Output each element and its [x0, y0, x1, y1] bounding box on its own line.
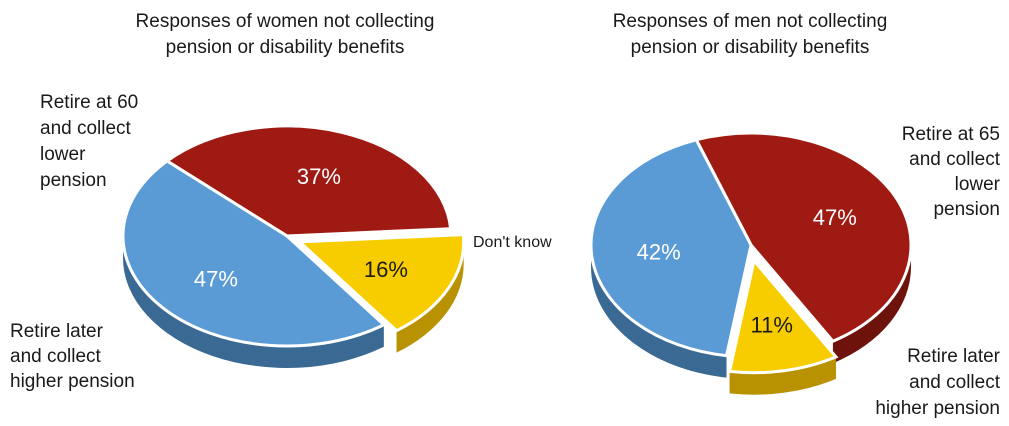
- slice-side-2: [123, 236, 384, 368]
- men-label-retire-later-line-3: higher pension: [875, 398, 1000, 419]
- slice-value-label-2: 42%: [637, 239, 681, 264]
- women-pie-chart: Responses of women not collecting pensio…: [10, 11, 466, 392]
- men-label-retire-later-line-1: Retire later: [907, 346, 1001, 367]
- men-label-retire-65-line-2: and collect: [909, 149, 1001, 170]
- pie-slice-1: [296, 233, 466, 333]
- slice-value-label-0: 47%: [813, 205, 857, 230]
- men-label-retire-later-line-2: and collect: [909, 372, 1001, 393]
- women-label-retire-60-line-1: Retire at 60: [40, 92, 138, 113]
- men-label-retire-65-line-4: pension: [933, 199, 1000, 220]
- women-chart-title-line-1: Responses of women not collecting: [136, 11, 435, 32]
- pie-slice-2: [589, 138, 753, 358]
- men-label-retire-65-line-3: lower: [955, 174, 1001, 195]
- slice-value-label-1: 11%: [751, 312, 793, 337]
- women-label-retire-later-line-1: Retire later: [10, 321, 104, 342]
- slice-side-0: [832, 245, 911, 364]
- pie-slice-1: [727, 257, 839, 375]
- women-label-retire-later-line-3: higher pension: [10, 371, 135, 392]
- pie-slice-0: [164, 124, 453, 238]
- women-pie-slices: 37% 16% 47%: [121, 124, 466, 368]
- women-chart-title-line-2: pension or disability benefits: [166, 37, 405, 58]
- slice-side-1: [396, 241, 464, 353]
- men-pie-chart: Responses of men not collecting pension …: [473, 11, 1001, 419]
- women-label-retire-later-line-2: and collect: [10, 346, 102, 367]
- women-label-retire-60-line-4: pension: [40, 170, 107, 191]
- men-label-retire-65-line-1: Retire at 65: [902, 124, 1000, 145]
- slice-value-label-0: 37%: [297, 164, 341, 189]
- women-label-retire-60-line-3: lower: [40, 144, 86, 165]
- slice-side-2: [591, 245, 727, 378]
- women-label-retire-60-line-2: and collect: [40, 118, 132, 139]
- pie-slice-2: [121, 159, 387, 348]
- slice-value-label-1: 16%: [364, 257, 408, 282]
- men-chart-title-line-1: Responses of men not collecting: [613, 11, 888, 32]
- men-chart-title-line-2: pension or disability benefits: [631, 37, 870, 58]
- slice-value-label-2: 47%: [194, 266, 238, 291]
- pie-slice-0: [694, 131, 913, 344]
- men-pie-slices: 47% 11% 42%: [589, 131, 913, 395]
- men-label-dont-know: Don't know: [473, 234, 552, 251]
